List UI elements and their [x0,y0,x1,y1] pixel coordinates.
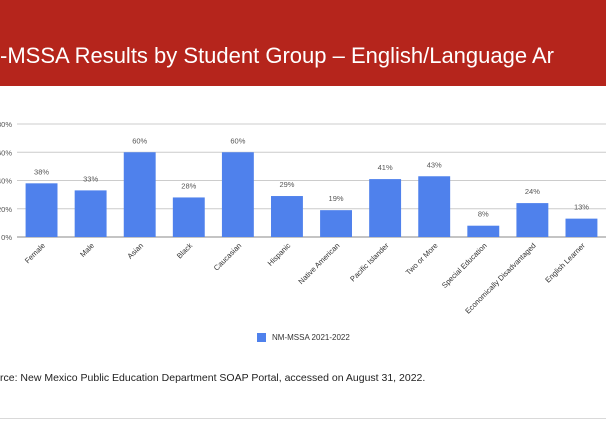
bar [271,196,303,237]
data-label: 33% [83,174,98,183]
data-label: 28% [181,181,196,190]
data-label: 8% [478,210,489,219]
data-label: 60% [230,136,245,145]
y-tick-label: 0% [1,233,12,242]
bar [221,152,254,237]
bar [516,203,549,237]
legend-swatch [257,333,266,342]
bar [369,179,402,237]
data-label: 41% [378,163,393,172]
bar [123,152,156,237]
category-label: Special Education [440,241,489,290]
divider [0,418,606,419]
category-label: Black [175,241,195,261]
y-tick-label: 20% [0,205,12,214]
data-label: 13% [574,203,589,212]
data-label: 24% [525,187,540,196]
bar [565,218,598,237]
category-label: Male [78,241,96,259]
category-label: English Learner [543,241,587,285]
bar [172,197,205,237]
bar-chart: 0% 20% 40% 60% 80% 38% Female 33% Male 60% Asian 28… [0,120,606,316]
bar [467,225,500,237]
category-label: Caucasian [212,241,243,272]
slide-title: -MSSA Results by Student Group – English… [0,43,554,68]
legend-label: NM-MSSA 2021-2022 [272,333,350,342]
chart-legend: NM-MSSA 2021-2022 [257,333,350,342]
category-label: Hispanic [266,241,293,268]
data-label: 38% [34,167,49,176]
data-label: 29% [279,180,294,189]
title-banner: -MSSA Results by Student Group – English… [0,0,606,86]
category-label: Asian [125,241,145,261]
category-label: Native American [296,241,341,286]
bar [320,210,352,237]
category-label: Two or More [404,241,440,277]
category-label: Pacific Islander [348,241,391,284]
data-label: 60% [132,136,147,145]
y-tick-label: 40% [0,177,12,186]
data-label: 43% [427,160,442,169]
source-note: rce: New Mexico Public Education Departm… [0,372,426,384]
y-tick-label: 60% [0,148,12,157]
y-tick-label: 80% [0,120,12,129]
bar [418,176,451,237]
data-label: 19% [329,194,344,203]
category-label: Female [23,241,47,265]
bar [74,190,107,237]
bar [25,183,58,237]
